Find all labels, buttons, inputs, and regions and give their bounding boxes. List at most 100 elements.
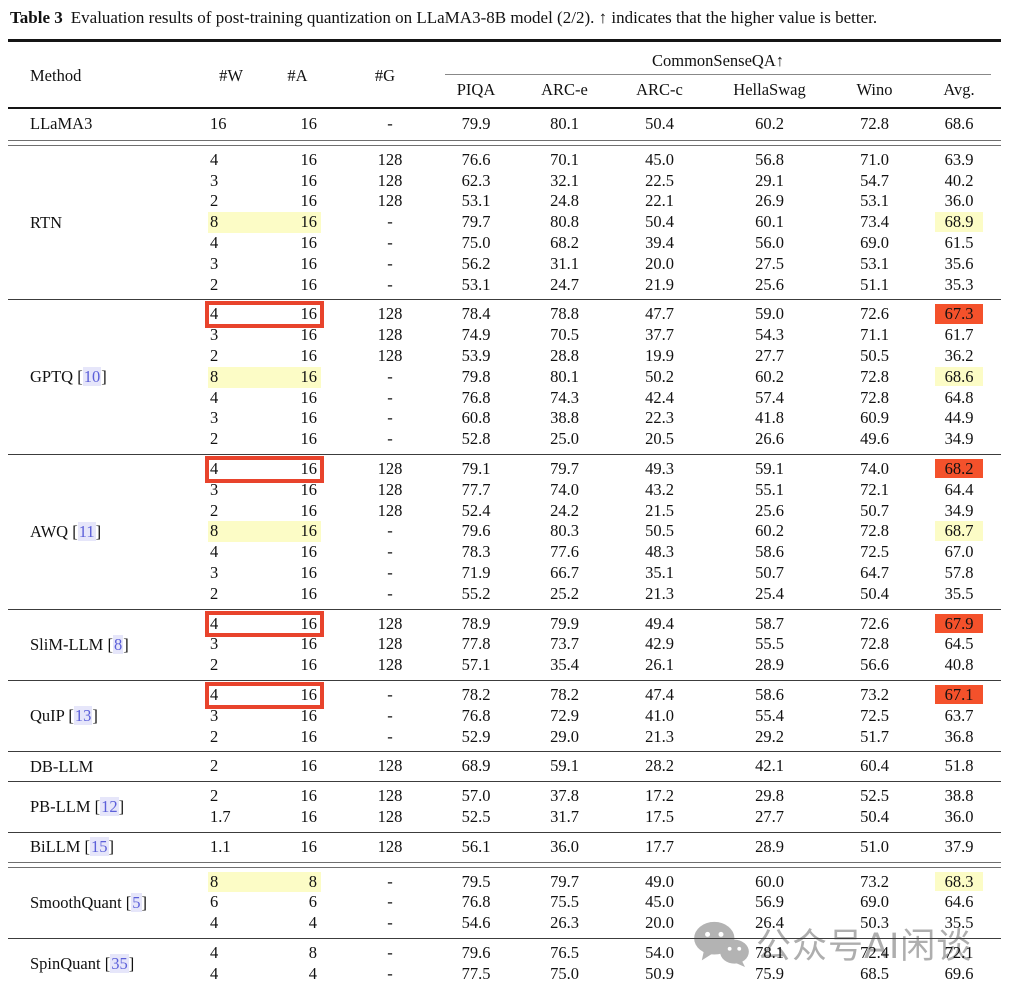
metric-value-cell: 73.7 — [550, 634, 579, 654]
metric-value-cell: 67.9 — [917, 613, 1001, 635]
g-group-cell: 128 — [377, 756, 403, 776]
metric-value-cell: 51.7 — [860, 726, 889, 746]
metric-value-cell: 55.4 — [755, 705, 784, 725]
metric-value-cell: 78.1 — [755, 942, 784, 962]
w-bits-cell: 2 — [210, 429, 219, 449]
a-bits-cell: 16 — [300, 726, 318, 746]
table-row: 4 16 128 78.9 79.9 49.4 58.7 72.6 67.9 — [202, 610, 1001, 638]
citation-bracket: [ — [64, 706, 74, 726]
avg-highlight-yellow: 68.3 — [935, 871, 983, 891]
table-row: 2 16 128 68.9 59.1 28.2 42.1 60.4 51.8 — [202, 756, 1001, 777]
a-bits-cell: 16 — [300, 325, 318, 345]
a-bits-cell: 16 — [300, 542, 318, 562]
metric-value-cell: 35.5 — [944, 913, 974, 933]
metric-value-cell: 63.7 — [944, 705, 974, 725]
a-bits-cell: 16 — [300, 408, 318, 428]
metric-value-cell: 73.2 — [860, 871, 889, 891]
g-group-cell: 128 — [377, 458, 403, 478]
metric-value-cell: 54.3 — [755, 325, 784, 345]
metric-value-cell: 68.7 — [917, 521, 1001, 542]
metric-value-cell: 75.0 — [550, 963, 579, 981]
group-rows: 16 16-79.9 80.1 50.4 60.2 72.8 68.6 — [202, 114, 1001, 135]
w-bits-cell: 2 — [210, 274, 219, 294]
metric-value-cell: 50.5 — [860, 345, 889, 365]
a-bits-cell: 16 — [300, 114, 318, 133]
metric-value-cell: 22.5 — [645, 170, 674, 190]
metric-value-cell: 79.6 — [461, 521, 491, 541]
metric-value-cell: 37.8 — [550, 786, 579, 806]
metric-value-cell: 67.3 — [917, 304, 1001, 325]
wa-cells: 4 16 — [208, 542, 321, 563]
metric-value-cell: 69.0 — [860, 892, 889, 912]
metric-value-cell: 56.6 — [860, 655, 889, 675]
w-bits-cell: 4 — [210, 149, 219, 169]
metric-value-cell: 51.1 — [860, 274, 889, 294]
metric-value-cell: 74.0 — [550, 479, 579, 499]
group-rows: 4 16 128 78.9 79.9 49.4 58.7 72.6 67.9 3 16 128 77.8… — [202, 610, 1001, 676]
a-bits-cell: 16 — [300, 705, 318, 725]
wa-cells: 8 16 — [208, 212, 321, 233]
metric-value-cell: 75.0 — [461, 232, 491, 252]
group-separator-single — [8, 453, 1001, 455]
citation-link[interactable]: 10 — [82, 367, 102, 387]
a-bits-cell: 16 — [300, 149, 318, 169]
table-row: 4 4-77.5 75.0 50.9 75.9 68.5 69.6 — [202, 964, 1001, 981]
citation-link[interactable]: 15 — [90, 837, 109, 857]
metric-value-cell: 24.2 — [550, 500, 579, 520]
wa-cells: 2 16 — [208, 786, 321, 807]
group-rows: 4 16 128 76.6 70.1 45.0 56.8 71.0 63.9 3 16 128 62.3… — [202, 150, 1001, 296]
col-header-a: #A — [287, 65, 308, 85]
metric-value-cell: 50.4 — [860, 806, 889, 826]
method-group: LLaMA3 16 16-79.9 80.1 50.4 60.2 72.8 68.6 — [8, 109, 1001, 140]
table-row: 4 16 128 79.1 79.7 49.3 59.1 74.0 68.2 — [202, 455, 1001, 483]
metric-value-cell: 55.5 — [755, 634, 784, 654]
metric-value-cell: 26.4 — [755, 913, 784, 933]
method-name: LLaMA3 — [30, 114, 93, 134]
metric-value-cell: 41.8 — [755, 408, 784, 428]
w-bits-cell: 4 — [210, 613, 219, 633]
metric-value-cell: 60.8 — [461, 408, 491, 428]
wa-cells: 2 16 — [208, 501, 321, 522]
metric-value-cell: 34.9 — [944, 500, 974, 520]
citation-bracket: ] — [118, 796, 125, 816]
metric-value-cell: 72.1 — [944, 942, 974, 962]
avg-highlight-orange: 67.3 — [935, 304, 983, 324]
citation-link[interactable]: 12 — [100, 796, 119, 816]
citation-link[interactable]: 5 — [131, 892, 142, 912]
metric-value-cell: 50.3 — [860, 913, 889, 933]
metric-value-cell: 64.8 — [944, 387, 974, 407]
wa-cells: 2 16 — [208, 191, 321, 212]
a-bits-cell: 16 — [300, 500, 318, 520]
metric-value-cell: 50.7 — [860, 500, 889, 520]
w-bits-cell: 8 — [210, 366, 219, 386]
metric-value-cell: 20.5 — [645, 429, 674, 449]
caption-text: Evaluation results of post-training quan… — [70, 8, 878, 27]
metric-value-cell: 32.1 — [550, 170, 579, 190]
citation-link[interactable]: 13 — [73, 706, 93, 726]
metric-value-cell: 68.2 — [917, 458, 1001, 480]
wa-cells-highlight-box: 4 16 — [205, 455, 324, 483]
metric-value-cell: 35.1 — [645, 562, 674, 582]
metric-value-cell: 17.7 — [645, 836, 674, 856]
citation-link[interactable]: 8 — [112, 634, 124, 654]
metric-value-cell: 64.6 — [944, 892, 974, 912]
a-bits-cell: 16 — [300, 521, 318, 541]
citation-link[interactable]: 11 — [77, 521, 96, 541]
metric-value-cell: 76.6 — [461, 149, 491, 169]
g-group-cell: 128 — [377, 806, 403, 826]
a-bits-cell: 16 — [300, 345, 318, 365]
method-name: SpinQuant — [30, 953, 101, 973]
metric-value-cell: 36.0 — [944, 806, 974, 826]
method-group: RTN 4 16 128 76.6 70.1 45.0 56.8 71.0 63.9 3 16 128 6… — [8, 146, 1001, 300]
metric-value-cell: 79.5 — [461, 871, 491, 891]
col-group-header: CommonSenseQA↑ — [652, 51, 784, 70]
citation-link[interactable]: 35 — [110, 953, 129, 973]
wa-cells: 3 16 — [208, 563, 321, 584]
w-bits-cell: 3 — [210, 170, 219, 190]
wa-cells: 3 16 — [208, 408, 321, 429]
w-bits-cell: 16 — [210, 114, 227, 133]
metric-value-cell: 22.3 — [645, 408, 674, 428]
a-bits-cell: 16 — [300, 836, 318, 856]
metric-value-cell: 39.4 — [645, 232, 674, 252]
